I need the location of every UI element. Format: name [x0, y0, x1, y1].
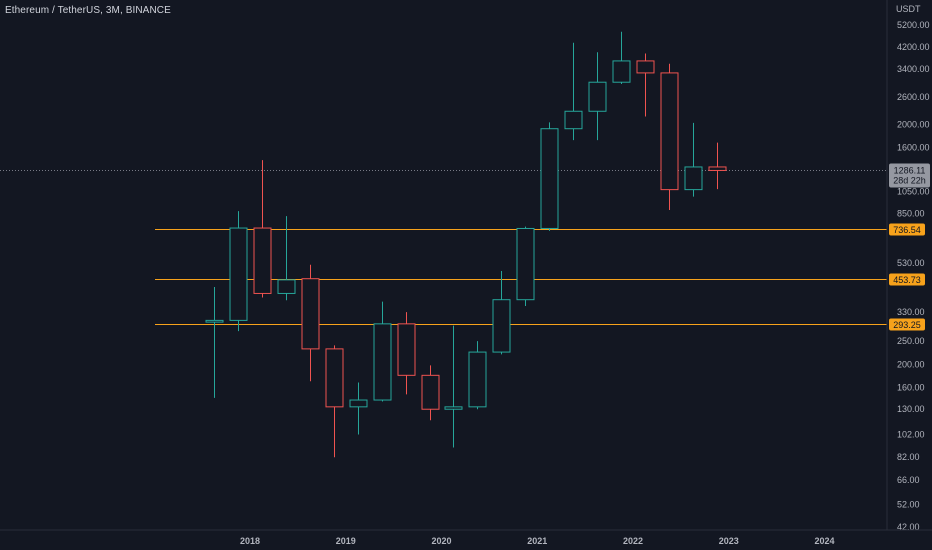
last-price-countdown: 28d 22h — [893, 176, 926, 186]
level-price-tag-label: 293.25 — [893, 320, 921, 330]
candle-up[interactable] — [684, 122, 703, 197]
candle-down[interactable] — [253, 160, 272, 298]
candle-down[interactable] — [421, 365, 440, 421]
candle-body — [205, 319, 224, 323]
year-tick-label: 2024 — [814, 536, 834, 546]
candle-down[interactable] — [636, 53, 655, 117]
candle-body — [277, 279, 296, 294]
candle-body — [564, 110, 583, 130]
candle-up[interactable] — [492, 270, 511, 355]
candle-down[interactable] — [301, 264, 320, 382]
candle-body — [468, 351, 487, 408]
level-price-tag-label: 736.54 — [893, 225, 921, 235]
candle-up[interactable] — [588, 52, 607, 141]
candle-up[interactable] — [468, 341, 487, 410]
candle-body — [373, 323, 392, 401]
candle-up[interactable] — [444, 325, 463, 448]
candle-body — [708, 166, 727, 171]
price-tick-label: 530.00 — [897, 258, 925, 268]
candle-body — [253, 227, 272, 294]
price-axis-unit: USDT — [896, 4, 921, 14]
candle-body — [612, 60, 631, 83]
price-axis[interactable]: USDT 5200.00 4200.00 3400.00 2600.00 2000.00… — [886, 0, 930, 532]
candles — [205, 31, 727, 458]
level-price-tag — [889, 318, 925, 331]
price-tick-label: 102.00 — [897, 429, 925, 439]
price-tick-label: 250.00 — [897, 336, 925, 346]
time-axis[interactable]: 2018 2019 2020 2021 2022 2023 2024 — [0, 529, 932, 546]
year-tick-label: 2018 — [240, 536, 260, 546]
candle-body — [660, 72, 679, 191]
candle-body — [516, 227, 535, 301]
last-price-value: 1286.11 — [894, 166, 926, 176]
candle-body — [588, 81, 607, 112]
price-tick-label: 2600.00 — [897, 92, 930, 102]
candle-body — [349, 399, 368, 408]
candle-up[interactable] — [373, 301, 392, 402]
candle-down[interactable] — [708, 142, 727, 190]
price-tick-label: 52.00 — [897, 500, 920, 510]
candle-up[interactable] — [612, 31, 631, 84]
candle-body — [540, 128, 559, 229]
level-price-tag — [889, 273, 925, 286]
price-tick-label: 82.00 — [897, 452, 920, 462]
price-tick-label: 1600.00 — [897, 143, 930, 153]
price-tick-label: 66.00 — [897, 475, 920, 485]
candle-up[interactable] — [277, 216, 296, 301]
price-tick-label: 5200.00 — [897, 20, 930, 30]
candle-up[interactable] — [229, 211, 248, 332]
candle-body — [492, 299, 511, 353]
candle-up[interactable] — [564, 42, 583, 141]
level-price-tag — [889, 223, 925, 236]
candle-body — [684, 166, 703, 191]
year-tick-label: 2023 — [719, 536, 739, 546]
candle-body — [636, 60, 655, 74]
year-tick-label: 2019 — [336, 536, 356, 546]
year-tick-label: 2022 — [623, 536, 643, 546]
candle-up[interactable] — [540, 122, 559, 231]
price-tick-label: 130.00 — [897, 404, 925, 414]
price-tick-label: 2000.00 — [897, 119, 930, 129]
candle-body — [397, 323, 416, 376]
price-tick-label: 160.00 — [897, 383, 925, 393]
candle-down[interactable] — [325, 345, 344, 458]
year-tick-label: 2020 — [431, 536, 451, 546]
candle-down[interactable] — [397, 312, 416, 395]
chart-title: Ethereum / TetherUS, 3M, BINANCE — [5, 5, 171, 16]
candle-body — [229, 227, 248, 321]
candle-up[interactable] — [205, 287, 224, 398]
candle-down[interactable] — [660, 63, 679, 210]
candle-body — [301, 278, 320, 350]
price-tick-label: 4200.00 — [897, 42, 930, 52]
price-tick-label: 1050.00 — [897, 187, 930, 197]
price-tick-label: 330.00 — [897, 307, 925, 317]
candle-body — [325, 348, 344, 408]
price-tick-label: 42.00 — [897, 522, 920, 532]
level-price-tag-label: 453.73 — [893, 275, 921, 285]
candle-body — [421, 374, 440, 410]
year-tick-label: 2021 — [527, 536, 547, 546]
price-tick-label: 3400.00 — [897, 64, 930, 74]
price-tick-label: 200.00 — [897, 359, 925, 369]
candle-up[interactable] — [516, 226, 535, 307]
candle-up[interactable] — [349, 382, 368, 435]
candle-body — [444, 406, 463, 410]
last-price-tag — [889, 163, 930, 188]
price-tick-label: 850.00 — [897, 209, 925, 219]
